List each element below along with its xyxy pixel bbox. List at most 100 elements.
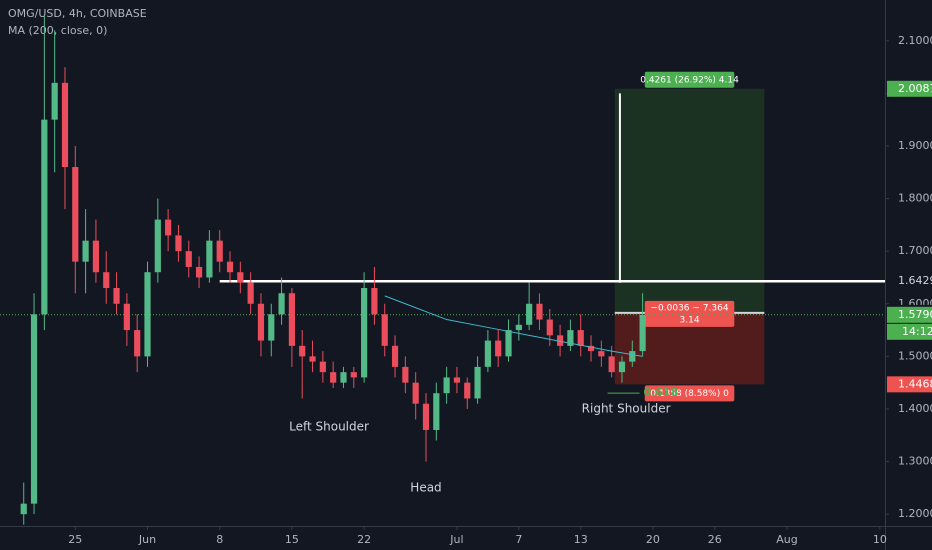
target-label: 0.4261 (26.92%) 4.14 [640, 75, 739, 85]
candle-body [20, 503, 27, 515]
candle-body [422, 403, 430, 431]
candle-body [639, 314, 646, 352]
annotation: Head [410, 480, 441, 494]
entry-label: −0.0036 ~ 7.364 [651, 303, 729, 313]
candle-body [278, 293, 285, 315]
chart-title: OMG/USD, 4h, COINBASE [8, 7, 147, 20]
candle-body [546, 319, 553, 336]
countdown: 14:12 [902, 325, 932, 338]
candle-body [247, 282, 254, 304]
y-tick-label: 1.7000 [898, 244, 932, 257]
candle-body [175, 235, 182, 252]
candle-body [536, 303, 543, 320]
candle-body [154, 219, 161, 273]
y-tick-label: 1.8000 [898, 192, 932, 205]
last-price-tag-box [887, 306, 932, 323]
candle-body [577, 330, 584, 346]
profit-zone [614, 88, 765, 313]
candle-body [433, 393, 440, 431]
indicator-label: MA (200, close, 0) [8, 24, 107, 37]
candle-body [412, 382, 419, 404]
candle-body [123, 303, 130, 331]
x-tick-label: 8 [216, 533, 223, 546]
candle-body [371, 287, 378, 315]
candle-body [288, 293, 295, 346]
candle-body [216, 240, 223, 262]
y-tick-label: 1.5000 [898, 349, 932, 362]
x-tick-label: Aug [776, 533, 797, 546]
candle-body [361, 287, 368, 378]
x-tick-label: 26 [708, 533, 722, 546]
y-tick-label: 1.2000 [898, 507, 932, 520]
x-tick-label: Jul [449, 533, 463, 546]
stop-label-box [644, 385, 735, 402]
candle-body [257, 303, 265, 341]
candle-body [309, 356, 316, 362]
candle-body [61, 82, 69, 168]
entry-label-box [644, 300, 735, 327]
candle-body [350, 372, 357, 378]
x-tick-label: 10 [873, 533, 887, 546]
candle-body [505, 330, 512, 357]
moving-average [384, 295, 643, 357]
candle-body [587, 345, 595, 352]
candle-body [103, 272, 110, 288]
candle-body [464, 382, 471, 399]
candle-body [237, 272, 244, 283]
candle-body [340, 372, 347, 383]
y-tick-label: 2.1000 [898, 34, 932, 47]
last-price-tag: 1.5790 [898, 308, 932, 321]
candle-body [495, 340, 502, 357]
x-tick-label: Jun [138, 533, 156, 546]
candle-body [92, 240, 100, 273]
stop-label: 0.1358 (8.58%) 0 [650, 389, 729, 399]
candle-body [72, 167, 79, 262]
candle-body [299, 345, 306, 357]
candle-body [206, 240, 213, 278]
resistance-tag-box [887, 273, 932, 290]
candle-body [381, 314, 388, 346]
candle-body [319, 361, 326, 373]
candle-body [618, 361, 626, 373]
candle-body [402, 366, 409, 383]
candle-body [51, 82, 58, 120]
x-tick-label: 13 [574, 533, 588, 546]
candle-body [165, 219, 172, 236]
candle-body [443, 377, 450, 394]
stop-tag: 1.4468 [898, 377, 932, 390]
y-tick-label: 1.3000 [898, 455, 932, 468]
candle-body [391, 345, 399, 367]
annotation: Right Shoulder [582, 401, 671, 415]
candle-body [330, 372, 337, 383]
candle-body [567, 330, 574, 346]
candle-body [268, 314, 275, 341]
candle-body [195, 266, 203, 278]
candle-body [453, 377, 461, 383]
candle-body [515, 324, 522, 331]
candle-body [608, 356, 615, 373]
y-tick-label: 1.4000 [898, 402, 932, 415]
candle-body [629, 351, 636, 362]
entry-label: 3.14 [680, 315, 700, 325]
candle-body [226, 261, 234, 273]
fib-label: 0.618 [644, 386, 679, 399]
x-tick-label: 15 [285, 533, 299, 546]
x-tick-label: 20 [646, 533, 660, 546]
candle-body [484, 340, 491, 367]
candle-body [598, 351, 605, 357]
candle-body [41, 119, 48, 315]
stop-tag-box [887, 376, 932, 393]
candle-body [82, 240, 89, 262]
candle-body [144, 272, 151, 357]
y-tick-label: 1.9000 [898, 139, 932, 152]
x-tick-label: 25 [68, 533, 82, 546]
countdown-box [887, 323, 932, 340]
target-tag: 2.0087 [898, 82, 932, 95]
resistance-tag: 1.6429 [898, 274, 932, 287]
candle-body [30, 314, 38, 504]
target-label-box [644, 71, 735, 88]
candle-body [474, 366, 481, 399]
annotation: Left Shoulder [289, 419, 369, 433]
